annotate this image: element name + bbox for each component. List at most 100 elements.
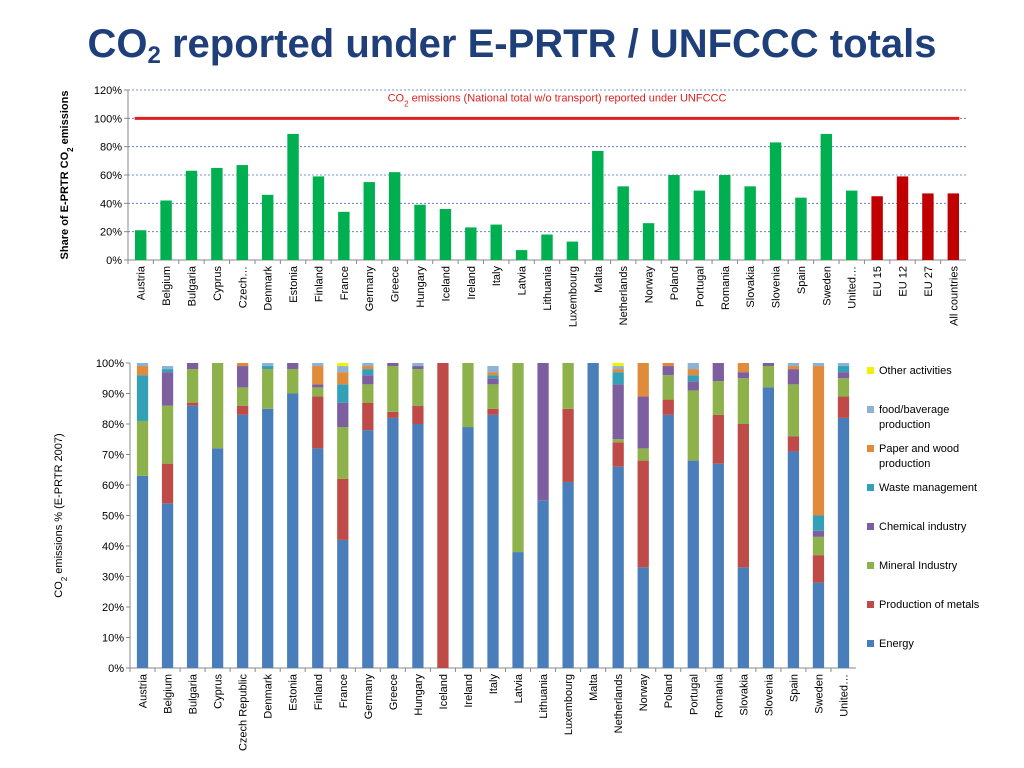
x-tick-label: Cyprus [213, 674, 225, 709]
segment-energy-greece [387, 417, 399, 668]
segment-mineral-industry-latvia [512, 363, 524, 553]
segment-mineral-industry-portugal [687, 390, 699, 461]
segment-mineral-industry-finland [312, 387, 324, 397]
x-tick-label: Sweden [821, 266, 833, 306]
segment-waste-management-belgium [161, 369, 174, 373]
segment-waste-management-austria [136, 375, 149, 421]
segment-energy-germany [362, 430, 374, 668]
bar-denmark [261, 194, 274, 260]
x-tick-label: Cyprus [212, 266, 224, 301]
segment-paper-and-wood-production-france [337, 372, 349, 385]
x-tick-label: EU 15 [872, 266, 884, 297]
y-axis-label: Share of E-PRTR CO2 emissions [59, 91, 75, 260]
segment-production-of-metals-poland [662, 399, 674, 415]
x-tick-label: Slovakia [738, 673, 750, 715]
segment-energy-norway [637, 567, 649, 668]
y-tick-label: 30% [102, 572, 124, 584]
segment-other-activities-netherlands [612, 363, 624, 367]
segment-chemical-industry-finland [312, 384, 324, 388]
x-tick-label: Portugal [694, 266, 706, 307]
legend-label-other-activities: Other activities [879, 365, 952, 377]
legend-label-waste-management: Waste management [879, 482, 977, 494]
segment-production-of-metals-germany [362, 402, 374, 431]
segment-energy-malta [587, 363, 599, 668]
x-tick-label: Germany [364, 266, 376, 312]
x-tick-label: Hungary [413, 674, 425, 716]
bar-norway [642, 223, 655, 260]
segment-energy-poland [662, 414, 674, 668]
segment-chemical-industry-slovenia [762, 363, 775, 367]
bar-italy [490, 224, 502, 260]
segment-waste-management-germany [362, 369, 374, 376]
y-tick-label: 10% [102, 633, 124, 645]
segment-production-of-metals-greece [387, 411, 399, 418]
segment-food-baverage-production-belgium [161, 366, 174, 370]
x-tick-label: Netherlands [618, 266, 630, 326]
sector-stacked-bar-chart: CO2 emissions % (E-PRTR 2007) 0% 10% 20% 30%… [53, 358, 980, 751]
bar-portugal [693, 190, 706, 260]
x-tick-label: Slovenia [771, 265, 783, 308]
bar-romania [719, 175, 731, 260]
y-tick-label: 40% [102, 541, 124, 553]
segment-food-baverage-production-sweden [812, 363, 825, 367]
bar-ireland [465, 227, 477, 260]
segment-production-of-metals-luxembourg [562, 408, 574, 482]
x-tick-label: Latvia [513, 673, 525, 703]
segment-chemical-industry-belgium [161, 372, 174, 406]
x-tick-label: Denmark [263, 266, 275, 311]
segment-energy-lithuania [537, 500, 549, 668]
bar-france [338, 211, 350, 260]
segment-mineral-industry-hungary [412, 369, 424, 406]
segment-paper-and-wood-production-norway [637, 363, 649, 397]
segment-mineral-industry-estonia [287, 369, 299, 394]
segment-waste-management-united [837, 366, 850, 373]
segment-chemical-industry-poland [662, 366, 674, 376]
segment-production-of-metals-hungary [412, 405, 424, 424]
segment-energy-czech-republic [237, 414, 249, 668]
segment-production-of-metals-romania [712, 414, 724, 464]
segment-food-baverage-production-united [837, 363, 850, 367]
x-tick-label: Belgium [161, 266, 173, 306]
bar-hungary [414, 204, 426, 260]
segment-mineral-industry-luxembourg [562, 363, 574, 409]
segment-chemical-industry-slovakia [737, 372, 749, 379]
legend-label-energy: Energy [879, 638, 914, 650]
segment-energy-sweden [812, 582, 825, 668]
segment-paper-and-wood-production-finland [312, 366, 324, 385]
segment-energy-slovenia [762, 387, 775, 668]
x-tick-label: Portugal [688, 674, 700, 715]
y-tick-label: 120% [94, 85, 122, 97]
segment-food-baverage-production-france [337, 366, 349, 373]
segment-mineral-industry-greece [387, 366, 399, 412]
bar-belgium [160, 200, 172, 260]
segment-production-of-metals-finland [312, 396, 324, 449]
x-tick-label: Germany [363, 674, 375, 720]
x-tick-label: Austria [138, 673, 150, 708]
x-tick-label: Poland [669, 266, 681, 300]
segment-energy-france [337, 539, 349, 668]
bar-bulgaria [185, 170, 198, 260]
legend-swatch-paper-and-wood-production [867, 445, 874, 452]
x-tick-label: Belgium [163, 674, 175, 714]
segment-energy-spain [787, 451, 800, 668]
share-bar-chart: Share of E-PRTR CO2 emissions 0% 20% 40% 60%… [59, 85, 966, 327]
segment-food-baverage-production-denmark [262, 363, 274, 367]
x-tick-label: France [338, 674, 350, 708]
x-tick-label: Czech… [237, 266, 249, 308]
segment-production-of-metals-netherlands [612, 442, 624, 467]
segment-food-baverage-production-italy [487, 366, 499, 373]
segment-chemical-industry-france [337, 402, 349, 428]
segment-production-of-metals-slovakia [737, 424, 749, 568]
segment-paper-and-wood-production-netherlands [612, 369, 624, 373]
x-tick-label: Norway [638, 674, 650, 712]
segment-chemical-industry-lithuania [537, 363, 549, 501]
bar-lithuania [541, 234, 553, 260]
bar-greece [388, 172, 401, 260]
segment-paper-and-wood-production-czech-republic [237, 363, 249, 367]
x-tick-label: Lithuania [538, 673, 550, 719]
segment-paper-and-wood-production-portugal [687, 369, 699, 376]
legend: Other activities food/baverage production P… [867, 365, 980, 650]
segment-energy-luxembourg [562, 481, 574, 668]
bar-eu-15 [871, 196, 883, 260]
x-tick-label: Iceland [438, 674, 450, 709]
